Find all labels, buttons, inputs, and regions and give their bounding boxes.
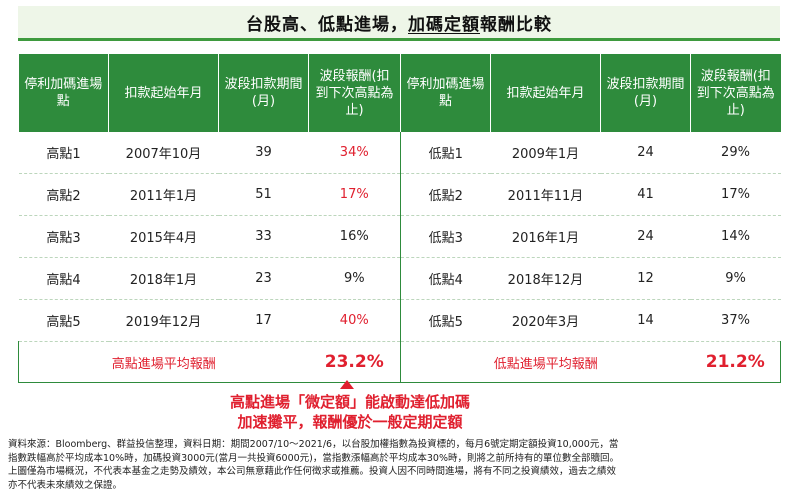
cell-high-start: 2019年12月: [108, 299, 219, 342]
cell-low-return: 37%: [690, 299, 781, 342]
footnote-line3: 上圖僅為市場概況，不代表本基金之走勢及績效，本公司無意藉此作任何徵求或推薦。投資…: [8, 466, 617, 477]
cell-low-return: 29%: [690, 132, 781, 174]
low-average-label: 低點進場平均報酬: [400, 341, 691, 383]
header-high-start: 扣款起始年月: [108, 54, 219, 132]
cell-high-months: 17: [218, 299, 309, 342]
cell-low-point: 低點4: [400, 257, 491, 300]
table-row: 高點3 2015年4月 33 16% 低點3 2016年1月 24 14%: [18, 215, 781, 258]
footnote-line4: 亦不代表未來績效之保證。: [8, 479, 123, 491]
cell-low-start: 2020年3月: [490, 299, 601, 342]
header-high-point: 停利加碼進場點: [18, 54, 109, 132]
cell-high-months: 23: [218, 257, 309, 300]
cell-low-point: 低點3: [400, 215, 491, 258]
cell-high-return: 40%: [308, 299, 401, 342]
title-part3: 報酬比較: [480, 14, 552, 35]
cell-low-months: 14: [600, 299, 691, 342]
cell-high-point: 高點2: [18, 173, 109, 216]
cell-low-start: 2016年1月: [490, 215, 601, 258]
page-title: 台股高、低點進場， 加碼定額 報酬比較: [18, 6, 780, 41]
comparison-table: 停利加碼進場點 扣款起始年月 波段扣款期間(月) 波段報酬(扣到下次高點為止) …: [18, 54, 781, 383]
cell-low-return: 9%: [690, 257, 781, 300]
average-row: 高點進場平均報酬 23.2% 低點進場平均報酬 21.2%: [18, 341, 781, 383]
header-low-return: 波段報酬(扣到下次高點為止): [690, 54, 781, 132]
cell-high-point: 高點1: [18, 132, 109, 174]
title-part2-underlined: 加碼定額: [408, 14, 480, 35]
cell-low-point: 低點5: [400, 299, 491, 342]
header-low-point: 停利加碼進場點: [400, 54, 491, 132]
cell-high-start: 2018年1月: [108, 257, 219, 300]
table-row: 高點1 2007年10月 39 34% 低點1 2009年1月 24 29%: [18, 132, 781, 174]
table-row: 高點5 2019年12月 17 40% 低點5 2020年3月 14 37%: [18, 299, 781, 342]
cell-low-start: 2018年12月: [490, 257, 601, 300]
footnote-line1: 資料來源：Bloomberg、群益投信整理，資料日期：期間2007/10～202…: [8, 439, 619, 450]
cell-low-return: 14%: [690, 215, 781, 258]
footnote-line2: 指數跌幅高於平均成本10%時，加碼投資3000元(當月一共投資6000元)，當指…: [8, 452, 619, 464]
cell-high-months: 39: [218, 132, 309, 174]
high-average-label: 高點進場平均報酬: [18, 341, 309, 383]
cell-low-return: 17%: [690, 173, 781, 216]
cell-high-point: 高點3: [18, 215, 109, 258]
callout-line1: 高點進場「微定額」能啟動達低加碼: [229, 393, 470, 411]
table-row: 高點4 2018年1月 23 9% 低點4 2018年12月 12 9%: [18, 257, 781, 300]
comparison-table-container: 停利加碼進場點 扣款起始年月 波段扣款期間(月) 波段報酬(扣到下次高點為止) …: [18, 54, 781, 383]
header-low-start: 扣款起始年月: [490, 54, 601, 132]
cell-high-point: 高點5: [18, 299, 109, 342]
title-part1: 台股高、低點進場，: [246, 14, 408, 35]
cell-high-point: 高點4: [18, 257, 109, 300]
callout-note: 高點進場「微定額」能啟動達低加碼 加速攤平，報酬優於一般定期定額: [190, 392, 510, 432]
header-row: 停利加碼進場點 扣款起始年月 波段扣款期間(月) 波段報酬(扣到下次高點為止) …: [18, 54, 781, 132]
cell-low-months: 24: [600, 132, 691, 174]
cell-low-months: 12: [600, 257, 691, 300]
low-average-value: 21.2%: [690, 341, 781, 383]
cell-high-return: 17%: [308, 173, 401, 216]
cell-low-start: 2009年1月: [490, 132, 601, 174]
callout-line2: 加速攤平，報酬優於一般定期定額: [237, 413, 463, 431]
cell-low-point: 低點1: [400, 132, 491, 174]
high-average-value: 23.2%: [308, 341, 401, 383]
cell-high-return: 34%: [308, 132, 401, 174]
cell-low-point: 低點2: [400, 173, 491, 216]
header-high-months: 波段扣款期間(月): [218, 54, 309, 132]
header-high-return: 波段報酬(扣到下次高點為止): [308, 54, 401, 132]
cell-low-months: 24: [600, 215, 691, 258]
header-low-months: 波段扣款期間(月): [600, 54, 691, 132]
cell-high-months: 33: [218, 215, 309, 258]
cell-high-start: 2007年10月: [108, 132, 219, 174]
cell-high-start: 2015年4月: [108, 215, 219, 258]
footnote: 資料來源：Bloomberg、群益投信整理，資料日期：期間2007/10～202…: [8, 438, 792, 492]
cell-high-start: 2011年1月: [108, 173, 219, 216]
cell-low-months: 41: [600, 173, 691, 216]
cell-high-return: 16%: [308, 215, 401, 258]
cell-high-months: 51: [218, 173, 309, 216]
triangle-pointer-icon: [340, 380, 354, 389]
cell-high-return: 9%: [308, 257, 401, 300]
cell-low-start: 2011年11月: [490, 173, 601, 216]
table-row: 高點2 2011年1月 51 17% 低點2 2011年11月 41 17%: [18, 173, 781, 216]
